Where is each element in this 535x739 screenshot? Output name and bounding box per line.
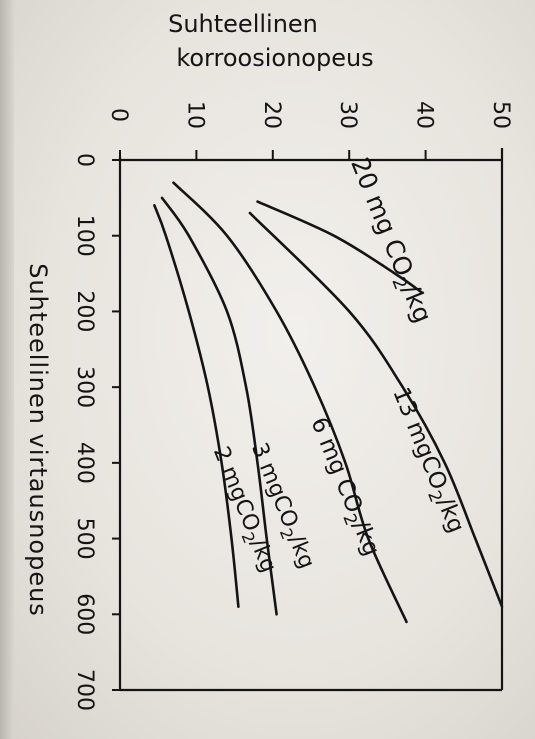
flow-tick-label: 0	[72, 153, 97, 167]
corrosion-tick-label: 0	[106, 108, 131, 122]
flow-axis-title: Suhteellinen virtausnopeus	[24, 263, 52, 617]
labels: 0 100 200 300 400 500 600 700 0 10 20 30 40 50 Suhteel…	[24, 10, 513, 711]
series-label-main: 13 mgCO	[387, 384, 451, 494]
flow-tick-label: 300	[72, 366, 97, 408]
series-label-unit: /kg	[347, 517, 384, 560]
curves	[153, 181, 504, 624]
series-label-2: 13 mgCO2/kg	[383, 384, 470, 539]
corrosion-tick-label: 30	[335, 101, 360, 129]
series-line-4	[160, 196, 278, 616]
flow-tick-label: 200	[72, 290, 97, 332]
series-line-1	[256, 200, 424, 294]
series-line-2	[248, 211, 504, 608]
flow-tick-label: 600	[72, 593, 97, 635]
corrosion-axis-title-line1: Suhteellinen	[168, 10, 318, 38]
series-label-1: 20 mg CO2/kg	[341, 153, 438, 328]
flow-tick-label: 700	[72, 669, 97, 711]
corrosion-tick-label: 40	[412, 101, 437, 129]
page-edge-shadow	[0, 0, 14, 739]
series-line-3	[172, 181, 408, 624]
series-label-main: 6 mg CO	[305, 414, 367, 517]
series-label-unit: /kg	[432, 494, 469, 537]
corrosion-tick-label: 50	[488, 101, 513, 129]
corrosion-tick-label: 20	[259, 101, 284, 129]
flow-tick-label: 100	[72, 215, 97, 257]
axes	[118, 148, 504, 692]
flow-tick-label: 500	[72, 518, 97, 560]
series-label-unit: /kg	[245, 535, 281, 576]
corrosion-axis-title-line2: korroosionopeus	[176, 44, 373, 72]
ticks	[112, 150, 503, 691]
series-label-unit: /kg	[283, 531, 319, 572]
series-line-5	[153, 204, 240, 608]
series-label-main: 20 mg CO	[345, 153, 419, 280]
series-label-3: 6 mg CO2/kg	[301, 414, 385, 562]
flow-tick-label: 400	[72, 442, 97, 484]
corrosion-tick-label: 10	[182, 101, 207, 129]
